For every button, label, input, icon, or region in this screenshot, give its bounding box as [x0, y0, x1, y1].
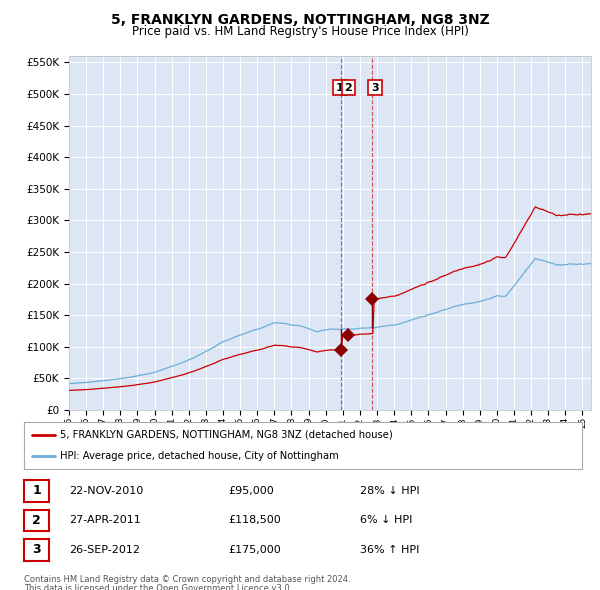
Text: 36% ↑ HPI: 36% ↑ HPI: [360, 545, 419, 555]
Text: 6% ↓ HPI: 6% ↓ HPI: [360, 516, 412, 525]
Text: 3: 3: [371, 83, 379, 93]
Text: 5, FRANKLYN GARDENS, NOTTINGHAM, NG8 3NZ: 5, FRANKLYN GARDENS, NOTTINGHAM, NG8 3NZ: [110, 13, 490, 27]
Text: 1: 1: [32, 484, 41, 497]
Text: £118,500: £118,500: [228, 516, 281, 525]
Text: £95,000: £95,000: [228, 486, 274, 496]
Text: HPI: Average price, detached house, City of Nottingham: HPI: Average price, detached house, City…: [60, 451, 339, 461]
Text: Contains HM Land Registry data © Crown copyright and database right 2024.: Contains HM Land Registry data © Crown c…: [24, 575, 350, 584]
Text: 2: 2: [344, 83, 352, 93]
Text: £175,000: £175,000: [228, 545, 281, 555]
Text: 3: 3: [32, 543, 41, 556]
Text: 2: 2: [32, 514, 41, 527]
Text: Price paid vs. HM Land Registry's House Price Index (HPI): Price paid vs. HM Land Registry's House …: [131, 25, 469, 38]
Text: 1: 1: [336, 83, 343, 93]
Text: 26-SEP-2012: 26-SEP-2012: [69, 545, 140, 555]
Text: 27-APR-2011: 27-APR-2011: [69, 516, 141, 525]
Text: This data is licensed under the Open Government Licence v3.0.: This data is licensed under the Open Gov…: [24, 584, 292, 590]
Text: 28% ↓ HPI: 28% ↓ HPI: [360, 486, 419, 496]
Text: 22-NOV-2010: 22-NOV-2010: [69, 486, 143, 496]
Text: 5, FRANKLYN GARDENS, NOTTINGHAM, NG8 3NZ (detached house): 5, FRANKLYN GARDENS, NOTTINGHAM, NG8 3NZ…: [60, 430, 393, 440]
